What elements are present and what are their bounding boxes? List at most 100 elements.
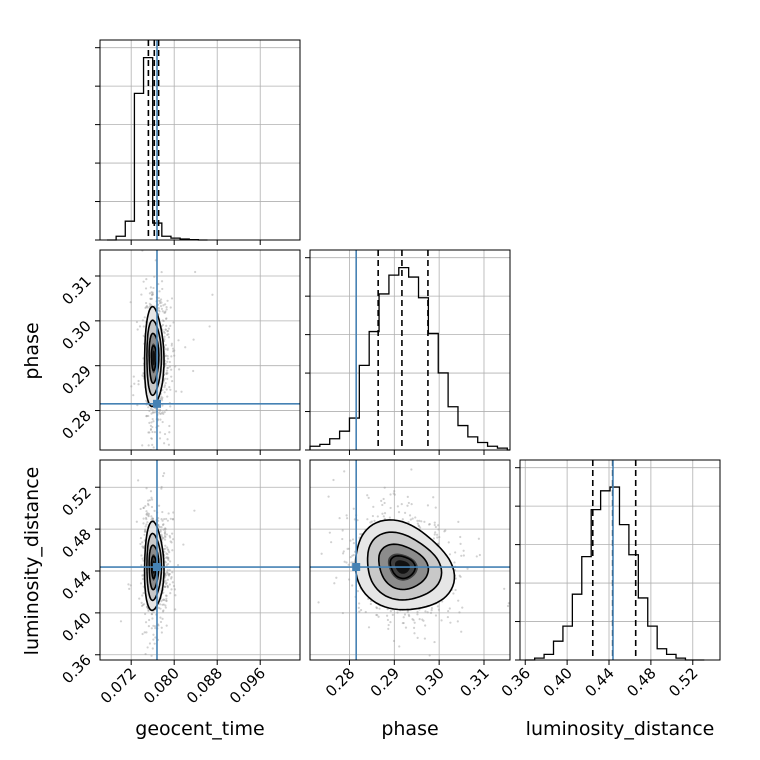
sample-point: [358, 602, 361, 605]
sample-point: [350, 561, 353, 564]
sample-point: [171, 581, 174, 584]
sample-point: [161, 420, 164, 424]
sample-point: [418, 526, 422, 529]
sample-point: [147, 515, 150, 518]
sample-point: [343, 560, 346, 563]
sample-point: [164, 362, 167, 366]
sample-point: [147, 414, 150, 418]
sample-point: [526, 579, 528, 581]
sample-point: [162, 304, 165, 307]
sample-point: [164, 354, 168, 357]
sample-point: [447, 609, 450, 613]
sample-point: [165, 372, 168, 375]
sample-point: [170, 342, 173, 345]
sample-point: [388, 516, 391, 519]
sample-point: [141, 545, 144, 548]
sample-point: [151, 425, 154, 429]
sample-point: [144, 525, 147, 528]
sample-point: [149, 490, 153, 493]
sample-point: [407, 501, 410, 505]
panel-frame: [309, 249, 511, 451]
sample-point: [433, 640, 436, 644]
xlabel-luminosity-distance: luminosity_distance: [526, 718, 715, 740]
sample-point: [146, 512, 149, 515]
hist-panel-luminosity-distance: 0.36 0.40 0.44 0.48 0.52: [498, 459, 721, 700]
sample-point: [402, 616, 405, 619]
sample-point: [144, 505, 147, 508]
density-level: [152, 350, 156, 366]
sample-point: [424, 610, 427, 613]
sample-point: [349, 556, 352, 559]
sample-point: [426, 611, 429, 614]
sample-point: [410, 503, 413, 506]
sample-point: [382, 497, 385, 501]
sample-point: [160, 395, 163, 398]
sample-point: [161, 598, 164, 602]
sample-point: [158, 409, 162, 412]
sample-point: [373, 519, 376, 522]
sample-point: [385, 614, 389, 617]
sample-point: [403, 511, 407, 515]
sample-point: [149, 428, 153, 432]
sample-point: [163, 585, 167, 588]
sample-point: [170, 297, 174, 300]
contour-line: [148, 332, 160, 385]
sample-point: [144, 287, 148, 290]
sample-point: [146, 646, 149, 649]
sample-point: [163, 331, 166, 335]
sample-point: [141, 574, 144, 577]
sample-point: [170, 368, 173, 371]
sample-point: [429, 611, 433, 614]
sample-point: [291, 508, 293, 510]
sample-point: [163, 432, 167, 436]
sample-point: [166, 548, 170, 551]
sample-point: [147, 444, 150, 447]
sample-point: [140, 554, 143, 557]
sample-point: [159, 300, 162, 303]
sample-point: [167, 512, 170, 515]
sample-point: [160, 631, 163, 634]
sample-point: [164, 579, 167, 582]
sample-point: [152, 624, 155, 627]
sample-point: [402, 621, 405, 625]
sample-point: [139, 536, 143, 540]
sample-point: [151, 417, 154, 421]
y-tick-label: 0.31: [58, 272, 94, 308]
sample-point: [436, 605, 439, 608]
sample-point: [161, 603, 164, 606]
sample-point: [154, 411, 157, 414]
sample-point: [147, 512, 151, 515]
sample-point: [162, 528, 165, 531]
sample-point: [145, 278, 148, 281]
sample-point: [335, 576, 338, 579]
sample-point: [161, 519, 164, 522]
sample-point: [347, 563, 350, 566]
sample-point: [184, 346, 187, 349]
sample-point: [153, 625, 157, 628]
ylabel-luminosity-distance: luminosity_distance: [21, 467, 43, 656]
sample-point: [142, 506, 145, 510]
sample-point: [446, 615, 449, 619]
sample-point: [167, 549, 170, 552]
sample-point: [147, 514, 150, 517]
sample-point: [162, 598, 165, 601]
sample-point: [143, 533, 146, 536]
sample-point: [170, 344, 173, 347]
panel-frame: [519, 459, 721, 661]
sample-point: [172, 511, 175, 514]
sample-point: [168, 360, 171, 364]
sample-point: [167, 557, 170, 560]
sample-point: [164, 606, 167, 609]
sample-point: [153, 509, 156, 512]
sample-point: [151, 293, 155, 296]
sample-point: [459, 575, 462, 578]
sample-point: [383, 501, 386, 505]
sample-point: [141, 557, 144, 560]
sample-point: [132, 375, 135, 378]
sample-point: [142, 334, 145, 337]
sample-point: [137, 379, 140, 383]
sample-point: [140, 601, 143, 604]
sample-point: [539, 612, 541, 614]
x-tick-label: 0.48: [623, 664, 659, 700]
sample-point: [383, 517, 386, 520]
